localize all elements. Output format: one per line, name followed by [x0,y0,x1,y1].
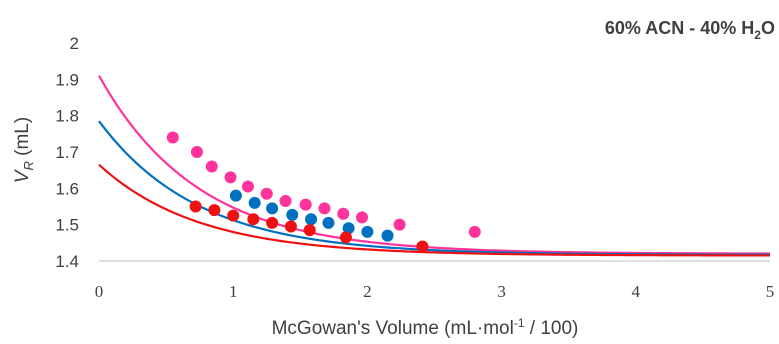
x-tick-label: 2 [363,282,372,301]
y-axis-label-suffix: (mL) [12,117,33,161]
data-point-series-0 [190,146,203,158]
data-point-series-2 [227,209,240,222]
y-axis-label-main: V [12,168,33,183]
x-axis-label-main: McGowan's Volume (mL·mol [272,318,514,339]
y-axis-label-subscript: R [21,161,36,170]
data-point-series-0 [393,218,406,231]
x-axis-label-suffix: / 100) [525,318,579,339]
data-points [166,131,481,253]
chart-title-subscript: 2 [754,28,761,42]
data-point-series-0 [356,211,369,224]
data-point-series-1 [286,208,299,221]
y-tick-label: 1.8 [55,107,79,126]
data-point-series-2 [284,220,297,233]
y-tick-label: 1.4 [55,252,79,271]
fit-curve-2 [98,163,770,257]
x-axis-label: McGowan's Volume (mL·mol-1 / 100) [272,316,579,339]
x-tick-label: 3 [497,282,506,301]
x-tick-label: 0 [95,282,104,301]
fit-curves [98,75,771,257]
data-point-series-1 [266,202,279,215]
data-point-series-0 [166,131,179,144]
x-tick-labels: 0 1 2 3 4 5 [95,282,775,301]
data-point-series-1 [361,225,374,238]
x-tick-label: 4 [632,282,641,301]
data-point-series-0 [299,198,312,211]
data-point-series-2 [303,224,316,237]
x-tick-label: 5 [766,282,775,301]
y-tick-label: 1.6 [55,179,79,198]
chart-title: 60% ACN - 40% H2O [605,18,775,42]
data-point-series-1 [248,196,261,209]
y-tick-label: 2 [70,34,79,53]
x-tick-label: 1 [229,282,238,301]
data-point-series-0 [318,202,331,215]
y-tick-label: 1.5 [55,216,79,235]
data-point-series-0 [205,160,218,173]
data-point-series-0 [224,171,237,184]
data-point-series-2 [247,213,260,226]
data-point-series-1 [342,222,355,235]
data-point-series-0 [468,225,481,238]
fit-curve-0 [98,75,770,255]
y-tick-label: 1.7 [55,143,79,162]
data-point-series-1 [322,216,335,229]
data-point-series-0 [337,207,350,220]
x-axis-label-superscript: -1 [514,316,525,330]
data-point-series-2 [266,216,279,229]
data-point-series-2 [416,240,429,253]
data-point-series-0 [279,195,292,208]
y-tick-label: 1.9 [55,70,79,89]
data-point-series-2 [339,231,352,244]
y-tick-labels: 1.4 1.5 1.6 1.7 1.8 1.9 2 [55,34,79,271]
data-point-series-2 [208,204,221,217]
data-point-series-0 [241,180,254,193]
data-point-series-1 [381,229,394,242]
y-axis-label: VR (mL) [12,117,36,183]
data-point-series-1 [305,213,318,226]
data-point-series-1 [229,189,242,202]
data-point-series-2 [189,200,202,213]
chart-title-suffix: O [761,18,775,38]
data-point-series-0 [260,187,273,200]
chart-title-main: 60% ACN - 40% H [605,18,754,38]
